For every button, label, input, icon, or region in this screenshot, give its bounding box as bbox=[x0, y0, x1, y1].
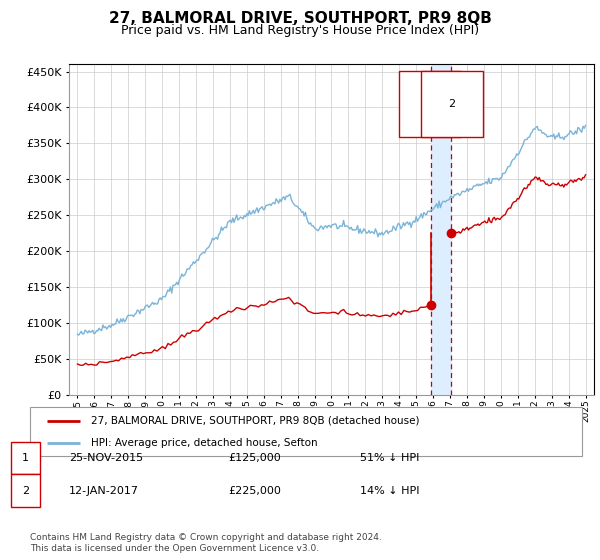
FancyBboxPatch shape bbox=[30, 407, 582, 456]
Text: 14% ↓ HPI: 14% ↓ HPI bbox=[360, 486, 419, 496]
Text: 27, BALMORAL DRIVE, SOUTHPORT, PR9 8QB: 27, BALMORAL DRIVE, SOUTHPORT, PR9 8QB bbox=[109, 11, 491, 26]
Text: 51% ↓ HPI: 51% ↓ HPI bbox=[360, 453, 419, 463]
Text: 1: 1 bbox=[22, 453, 29, 463]
Text: 25-NOV-2015: 25-NOV-2015 bbox=[69, 453, 143, 463]
Text: £225,000: £225,000 bbox=[228, 486, 281, 496]
Text: Contains HM Land Registry data © Crown copyright and database right 2024.
This d: Contains HM Land Registry data © Crown c… bbox=[30, 533, 382, 553]
Bar bbox=[431, 64, 451, 395]
Text: Price paid vs. HM Land Registry's House Price Index (HPI): Price paid vs. HM Land Registry's House … bbox=[121, 24, 479, 36]
Text: 12-JAN-2017: 12-JAN-2017 bbox=[69, 486, 139, 496]
Text: 27, BALMORAL DRIVE, SOUTHPORT, PR9 8QB (detached house): 27, BALMORAL DRIVE, SOUTHPORT, PR9 8QB (… bbox=[91, 416, 419, 426]
Text: 2: 2 bbox=[22, 486, 29, 496]
Text: 1: 1 bbox=[427, 99, 434, 109]
Text: 2: 2 bbox=[449, 99, 455, 109]
Text: £125,000: £125,000 bbox=[228, 453, 281, 463]
Text: HPI: Average price, detached house, Sefton: HPI: Average price, detached house, Seft… bbox=[91, 437, 317, 447]
